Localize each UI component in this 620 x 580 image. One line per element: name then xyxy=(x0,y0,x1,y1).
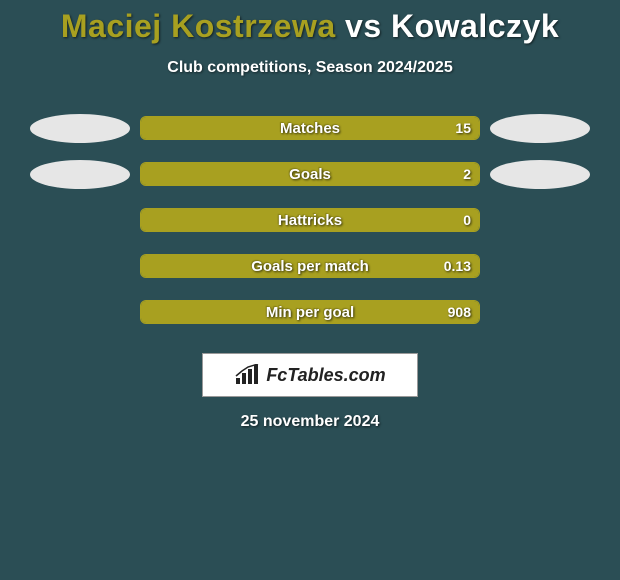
player-a-ellipse xyxy=(30,114,130,143)
stat-row: Goals per match0.13 xyxy=(0,243,620,289)
stat-bar: Matches15 xyxy=(140,116,480,140)
player-b-ellipse xyxy=(490,114,590,143)
bar-fill-b xyxy=(141,117,479,139)
stat-bar: Goals2 xyxy=(140,162,480,186)
chart-bars-icon xyxy=(234,364,260,386)
logo-text: FcTables.com xyxy=(266,365,385,386)
player-b-ellipse xyxy=(490,160,590,189)
bar-fill-b xyxy=(141,209,479,231)
player-a-name: Maciej Kostrzewa xyxy=(61,8,336,44)
subtitle: Club competitions, Season 2024/2025 xyxy=(0,59,620,77)
bar-fill-b xyxy=(141,255,479,277)
stat-row: Min per goal908 xyxy=(0,289,620,335)
comparison-title: Maciej Kostrzewa vs Kowalczyk xyxy=(0,0,620,45)
stat-row: Goals2 xyxy=(0,151,620,197)
date-text: 25 november 2024 xyxy=(0,413,620,431)
player-a-ellipse xyxy=(30,160,130,189)
stat-row: Hattricks0 xyxy=(0,197,620,243)
stat-bar: Goals per match0.13 xyxy=(140,254,480,278)
player-b-name: Kowalczyk xyxy=(391,8,559,44)
stat-rows: Matches15 Goals2 Hattricks0 Goals per match… xyxy=(0,105,620,335)
bar-fill-b xyxy=(141,301,479,323)
vs-text: vs xyxy=(345,8,382,44)
stat-bar: Min per goal908 xyxy=(140,300,480,324)
logo-box: FcTables.com xyxy=(202,353,418,397)
stat-row: Matches15 xyxy=(0,105,620,151)
bar-fill-b xyxy=(141,163,479,185)
stat-bar: Hattricks0 xyxy=(140,208,480,232)
